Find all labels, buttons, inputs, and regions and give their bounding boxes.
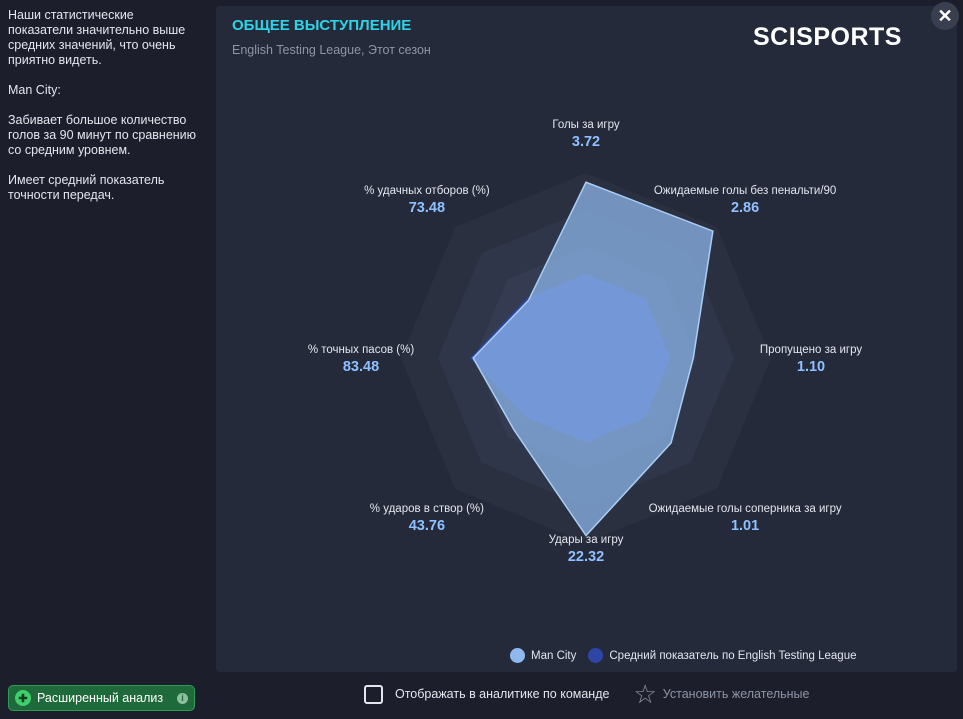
star-icon: ☆ bbox=[633, 679, 657, 709]
axis-name: Пропущено за игру bbox=[759, 344, 863, 356]
legend: Man City Средний показатель по English T… bbox=[510, 648, 869, 663]
advanced-analysis-label: Расширенный анализ bbox=[37, 691, 164, 705]
info-icon[interactable]: i bbox=[177, 692, 188, 704]
radar-axis-label: % точных пасов (%) 83.48 bbox=[241, 344, 481, 375]
card-subtitle: English Testing League, Этот сезон bbox=[232, 43, 431, 57]
summary-text: Наши статистические показатели значитель… bbox=[8, 8, 186, 67]
radar-axis-label: Пропущено за игру 1.10 bbox=[691, 344, 931, 375]
axis-name: Ожидаемые голы без пенальти/90 bbox=[653, 184, 837, 197]
axis-value: 22.32 bbox=[567, 549, 605, 565]
axis-value: 1.01 bbox=[730, 518, 760, 535]
summary-text: Имеет средний показатель точности переда… bbox=[8, 173, 165, 202]
radar-axis-label: Ожидаемые голы без пенальти/90 2.86 bbox=[625, 185, 865, 216]
set-wish-button[interactable]: ☆ Установить желательные bbox=[633, 679, 810, 709]
show-in-analytics-checkbox[interactable] bbox=[364, 684, 383, 704]
overall-performance-card: ОБЩЕЕ ВЫСТУПЛЕНИЕ English Testing League… bbox=[216, 6, 957, 672]
axis-value: 1.10 bbox=[796, 359, 826, 375]
legend-team-label: Man City bbox=[531, 649, 577, 662]
legend-average-label: Средний показатель по English Testing Le… bbox=[609, 649, 857, 662]
team-area bbox=[472, 181, 714, 537]
radar-axis-label: Голы за игру 3.72 bbox=[466, 119, 706, 150]
radar-axis-label: Ожидаемые голы соперника за игру 1.01 bbox=[625, 503, 865, 534]
legend-item-average: Средний показатель по English Testing Le… bbox=[588, 648, 857, 663]
legend-item-team: Man City bbox=[510, 648, 576, 663]
axis-value: 2.86 bbox=[730, 199, 760, 216]
sidebar-summary: Наши статистические показатели значитель… bbox=[0, 0, 208, 719]
show-in-analytics-label[interactable]: Отображать в аналитике по команде bbox=[395, 687, 610, 701]
radar-chart bbox=[401, 173, 771, 543]
analysis-icon: ✚ bbox=[15, 690, 31, 706]
axis-value: 3.72 bbox=[571, 134, 601, 150]
close-icon: ✕ bbox=[937, 5, 953, 26]
card-title: ОБЩЕЕ ВЫСТУПЛЕНИЕ bbox=[232, 17, 412, 34]
scisports-logo: SCISPORTS bbox=[753, 23, 902, 51]
axis-name: % точных пасов (%) bbox=[307, 344, 415, 356]
axis-name: Ожидаемые голы соперника за игру bbox=[648, 503, 842, 516]
axis-name: % ударов в створ (%) bbox=[369, 503, 484, 516]
axis-value: 73.48 bbox=[408, 199, 446, 216]
close-button[interactable]: ✕ bbox=[931, 2, 959, 30]
radar-axis-label: % ударов в створ (%) 43.76 bbox=[307, 503, 547, 534]
axis-name: Удары за игру bbox=[548, 534, 624, 546]
axis-name: % удачных отборов (%) bbox=[364, 184, 490, 197]
radar-axis-label: Удары за игру 22.32 bbox=[466, 534, 706, 565]
advanced-analysis-button[interactable]: ✚ Расширенный анализ i bbox=[8, 685, 195, 711]
set-wish-label: Установить желательные bbox=[662, 687, 810, 701]
axis-value: 83.48 bbox=[342, 359, 380, 375]
radar-axis-label: % удачных отборов (%) 73.48 bbox=[307, 185, 547, 216]
axis-name: Голы за игру bbox=[552, 119, 620, 131]
axis-value: 43.76 bbox=[408, 518, 446, 535]
bottom-options: Отображать в аналитике по команде ☆ Уста… bbox=[364, 679, 810, 709]
summary-team-name: Man City: bbox=[8, 83, 61, 97]
average-color-dot bbox=[588, 648, 604, 663]
team-color-dot bbox=[510, 648, 525, 663]
summary-text: Забивает большое количество голов за 90 … bbox=[8, 113, 197, 157]
